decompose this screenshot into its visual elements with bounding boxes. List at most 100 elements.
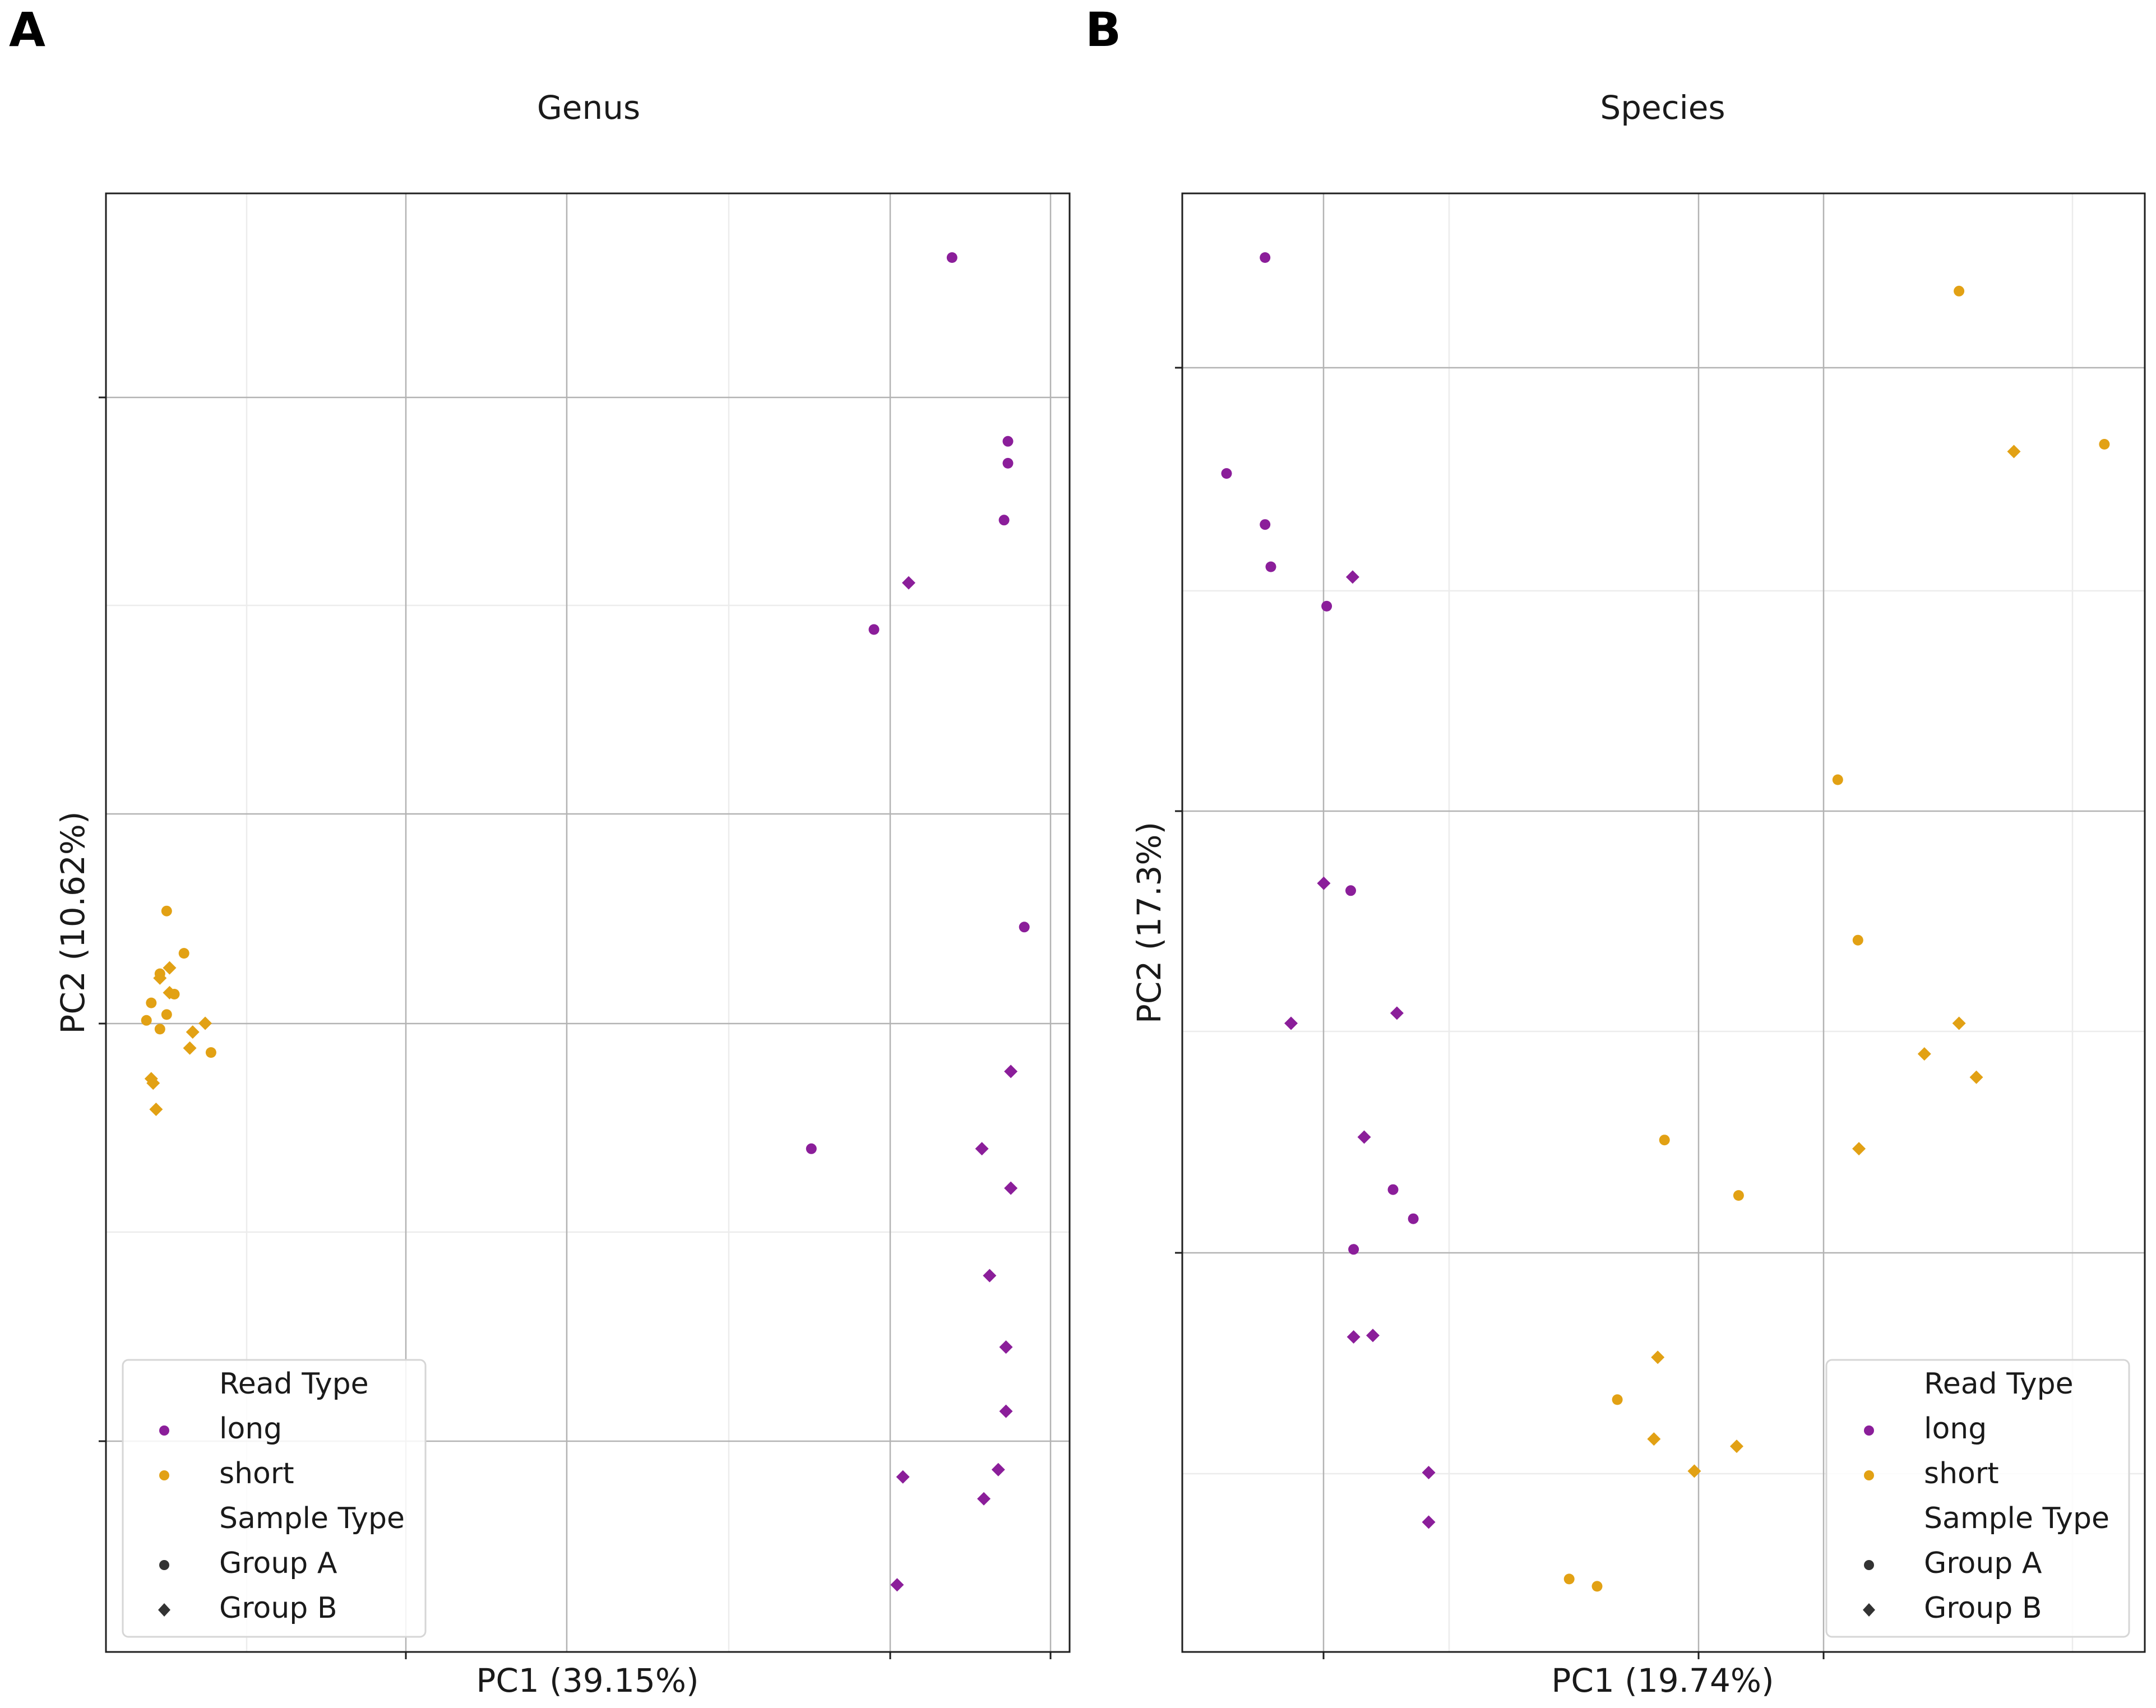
point-short-group-b-8: [1729, 1439, 1743, 1454]
point-long-group-b-6: [999, 1340, 1013, 1354]
point-long-group-a-2: [1002, 436, 1014, 447]
point-short-group-b-2: [1952, 1016, 1966, 1030]
point-short-group-b-4: [1969, 1070, 1983, 1084]
point-short-group-a-5: [146, 997, 157, 1008]
point-short-group-b-6: [183, 1041, 197, 1055]
legend-title-read-type: Read Type: [219, 1367, 369, 1401]
panel-label-a: A: [9, 2, 45, 57]
point-long-group-a-4: [998, 515, 1010, 526]
point-short-group-b-9: [1687, 1464, 1701, 1478]
legend-marker-long: [1864, 1425, 1874, 1436]
point-short-group-b-9: [149, 1103, 163, 1117]
point-long-group-b-8: [896, 1470, 910, 1484]
point-short-group-b-6: [1651, 1350, 1665, 1364]
legend-title-sample-type: Sample Type: [1924, 1502, 2109, 1535]
x-axis-label-b: PC1 (19.74%): [1551, 1661, 1774, 1700]
points-b: [1221, 252, 2110, 1592]
point-long-group-b-4: [1004, 1181, 1018, 1195]
legend-label-long: long: [1924, 1412, 1987, 1446]
point-long-group-a-2: [1221, 468, 1232, 479]
legend-b: Read Type long short Sample Type Group A…: [1825, 1359, 2130, 1638]
point-long-group-a-3: [1260, 519, 1271, 530]
legend-label-group-a: Group A: [219, 1547, 337, 1580]
point-long-group-b-3: [975, 1142, 989, 1156]
point-short-group-b-4: [198, 1016, 212, 1030]
point-short-group-a-1: [1954, 285, 1965, 297]
point-long-group-b-10: [977, 1492, 991, 1506]
point-short-group-b-8: [146, 1076, 160, 1090]
point-short-group-a-8: [1563, 1573, 1575, 1585]
point-short-group-b-1: [163, 961, 177, 975]
point-short-group-b-5: [1852, 1142, 1866, 1156]
points-a: [141, 252, 1030, 1592]
point-long-group-a-9: [1348, 1244, 1359, 1255]
point-short-group-b-2: [153, 971, 167, 985]
legend-box-b: [1825, 1359, 2130, 1638]
point-long-group-b-2: [1004, 1064, 1018, 1079]
point-long-group-b-7: [999, 1404, 1013, 1418]
point-long-group-a-1: [946, 252, 957, 263]
point-short-group-b-7: [1647, 1432, 1661, 1446]
legend-a: Read Type long short Sample Type Group A…: [122, 1359, 427, 1638]
point-long-group-b-5: [983, 1269, 997, 1283]
panel-a: A Genus Read Type: [9, 2, 1071, 1700]
chart-title-species: Species: [1600, 89, 1725, 127]
point-short-group-a-3: [1832, 774, 1843, 785]
point-long-group-a-6: [806, 1143, 817, 1154]
point-short-group-a-9: [205, 1047, 216, 1058]
chart-title-genus: Genus: [537, 89, 640, 127]
plot-frame-b: [1181, 192, 2146, 1653]
point-long-group-b-7: [1366, 1329, 1380, 1343]
point-long-group-b-9: [991, 1462, 1005, 1476]
point-long-group-a-1: [1260, 252, 1271, 263]
point-short-group-b-5: [186, 1025, 200, 1039]
ticks-b: [1175, 367, 1825, 1659]
point-long-group-a-4: [1265, 561, 1276, 572]
y-axis-label-a: PC2 (10.62%): [54, 811, 92, 1034]
point-long-group-b-1: [1345, 570, 1359, 584]
x-axis-label-a: PC1 (39.15%): [476, 1661, 698, 1700]
point-short-group-a-2: [178, 948, 189, 959]
legend-label-group-b: Group B: [219, 1591, 337, 1625]
legend-box-a: [122, 1359, 427, 1638]
point-long-group-b-1: [901, 576, 915, 590]
point-long-group-a-8: [1408, 1213, 1419, 1224]
point-long-group-b-4: [1390, 1006, 1404, 1020]
panel-b: B Species Read Type: [1085, 2, 2146, 1700]
point-short-group-a-6: [161, 1009, 172, 1020]
legend-marker-long: [159, 1425, 169, 1436]
point-long-group-b-6: [1347, 1330, 1361, 1344]
point-long-group-b-8: [1422, 1465, 1436, 1479]
legend-marker-group-b: [158, 1603, 170, 1617]
point-short-group-b-3: [163, 985, 177, 999]
legend-marker-group-a: [159, 1560, 169, 1570]
point-short-group-a-4: [1852, 934, 1863, 946]
point-long-group-a-7: [1019, 922, 1030, 933]
legend-title-read-type: Read Type: [1924, 1367, 2074, 1401]
point-short-group-b-1: [2007, 445, 2021, 459]
point-long-group-a-7: [1387, 1184, 1399, 1195]
point-short-group-b-3: [1917, 1047, 1931, 1061]
panel-label-b: B: [1085, 2, 1121, 57]
ticks-a: [99, 396, 1052, 1659]
legend-marker-short: [159, 1470, 169, 1480]
point-short-group-a-7: [141, 1015, 152, 1026]
plot-frame-a: [105, 192, 1071, 1653]
point-short-group-a-8: [154, 1024, 165, 1035]
legend-marker-short: [1864, 1470, 1874, 1480]
point-short-group-a-6: [1733, 1190, 1744, 1201]
point-long-group-b-11: [890, 1578, 904, 1592]
point-long-group-a-6: [1345, 885, 1356, 896]
point-long-group-a-3: [1002, 457, 1014, 469]
point-long-group-b-2: [1317, 876, 1331, 890]
legend-label-group-a: Group A: [1924, 1547, 2042, 1580]
point-short-group-a-9: [1591, 1581, 1603, 1592]
point-long-group-a-5: [1321, 600, 1333, 612]
legend-marker-group-b: [1863, 1603, 1875, 1617]
legend-label-group-b: Group B: [1924, 1591, 2042, 1625]
y-axis-label-b: PC2 (17.3%): [1130, 822, 1168, 1024]
point-short-group-a-5: [1659, 1135, 1670, 1146]
point-long-group-b-3: [1284, 1016, 1298, 1030]
point-short-group-a-1: [161, 905, 172, 917]
